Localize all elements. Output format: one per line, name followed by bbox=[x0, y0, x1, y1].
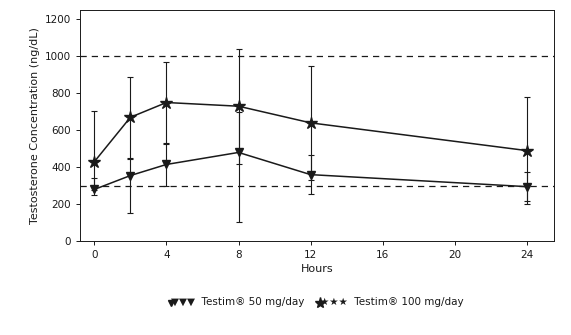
X-axis label: Hours: Hours bbox=[300, 264, 333, 274]
Legend: ▼▼▼  Testim® 50 mg/day, ★★★  Testim® 100 mg/day: ▼▼▼ Testim® 50 mg/day, ★★★ Testim® 100 m… bbox=[171, 297, 463, 307]
Y-axis label: Testosterone Concentration (ng/dL): Testosterone Concentration (ng/dL) bbox=[30, 27, 41, 224]
